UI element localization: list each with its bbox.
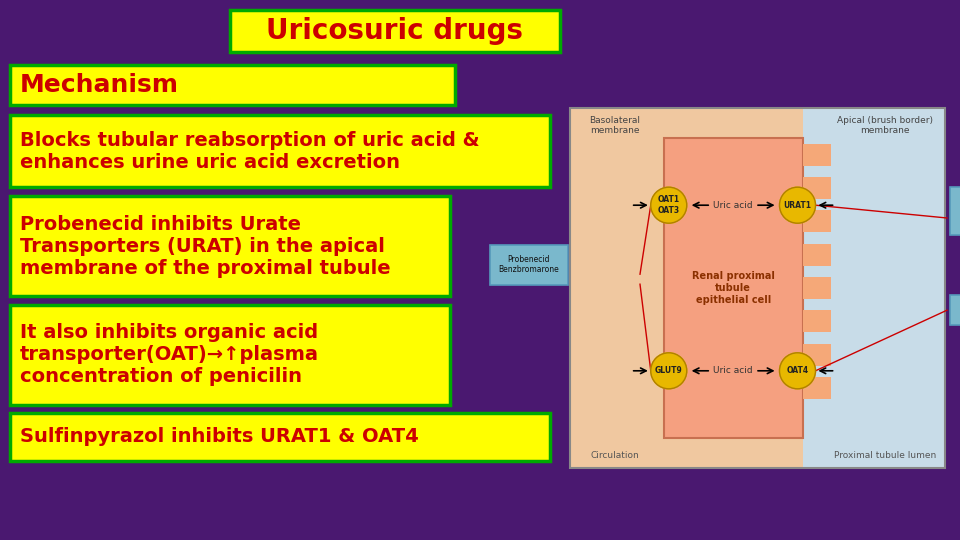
FancyBboxPatch shape bbox=[663, 138, 803, 438]
FancyBboxPatch shape bbox=[10, 196, 450, 296]
Text: Renal proximal
tubule
epithelial cell: Renal proximal tubule epithelial cell bbox=[692, 272, 775, 305]
FancyBboxPatch shape bbox=[570, 108, 803, 468]
Circle shape bbox=[651, 353, 686, 389]
FancyBboxPatch shape bbox=[803, 108, 945, 468]
Text: Uric acid: Uric acid bbox=[713, 201, 753, 210]
Text: Blocks tubular reabsorption of uric acid &
enhances urine uric acid excretion: Blocks tubular reabsorption of uric acid… bbox=[20, 131, 480, 172]
Text: Mechanism: Mechanism bbox=[20, 73, 179, 97]
FancyBboxPatch shape bbox=[490, 245, 568, 285]
Circle shape bbox=[651, 187, 686, 223]
Text: It also inhibits organic acid
transporter(OAT)→↑plasma
concentration of penicili: It also inhibits organic acid transporte… bbox=[20, 323, 319, 387]
FancyBboxPatch shape bbox=[803, 144, 830, 166]
Text: Apical (brush border)
membrane: Apical (brush border) membrane bbox=[837, 116, 933, 136]
FancyBboxPatch shape bbox=[803, 177, 830, 199]
Text: OAT4: OAT4 bbox=[786, 366, 808, 375]
Text: Uric acid: Uric acid bbox=[713, 366, 753, 375]
Text: Uricosuric drugs: Uricosuric drugs bbox=[267, 17, 523, 45]
FancyBboxPatch shape bbox=[803, 211, 830, 232]
Text: Probenecid
Benzbromarone: Probenecid Benzbromarone bbox=[498, 255, 560, 274]
FancyBboxPatch shape bbox=[950, 295, 960, 325]
FancyBboxPatch shape bbox=[803, 310, 830, 332]
Text: Probenecid inhibits Urate
Transporters (URAT) in the apical
membrane of the prox: Probenecid inhibits Urate Transporters (… bbox=[20, 214, 391, 278]
Text: Sulfinpyrazol inhibits URAT1 & OAT4: Sulfinpyrazol inhibits URAT1 & OAT4 bbox=[20, 428, 419, 447]
FancyBboxPatch shape bbox=[10, 305, 450, 405]
Circle shape bbox=[780, 187, 815, 223]
FancyBboxPatch shape bbox=[10, 65, 455, 105]
FancyBboxPatch shape bbox=[803, 343, 830, 366]
Text: OAT1
OAT3: OAT1 OAT3 bbox=[658, 195, 680, 215]
FancyBboxPatch shape bbox=[803, 277, 830, 299]
Text: Proximal tubule lumen: Proximal tubule lumen bbox=[834, 451, 936, 460]
Text: Basolateral
membrane: Basolateral membrane bbox=[589, 116, 640, 136]
FancyBboxPatch shape bbox=[803, 244, 830, 266]
Text: GLUT9: GLUT9 bbox=[655, 366, 683, 375]
Text: Circulation: Circulation bbox=[590, 451, 639, 460]
FancyBboxPatch shape bbox=[803, 377, 830, 399]
Circle shape bbox=[780, 353, 815, 389]
FancyBboxPatch shape bbox=[230, 10, 560, 52]
Text: URAT1: URAT1 bbox=[783, 201, 811, 210]
FancyBboxPatch shape bbox=[10, 115, 550, 187]
FancyBboxPatch shape bbox=[10, 413, 550, 461]
FancyBboxPatch shape bbox=[950, 187, 960, 235]
